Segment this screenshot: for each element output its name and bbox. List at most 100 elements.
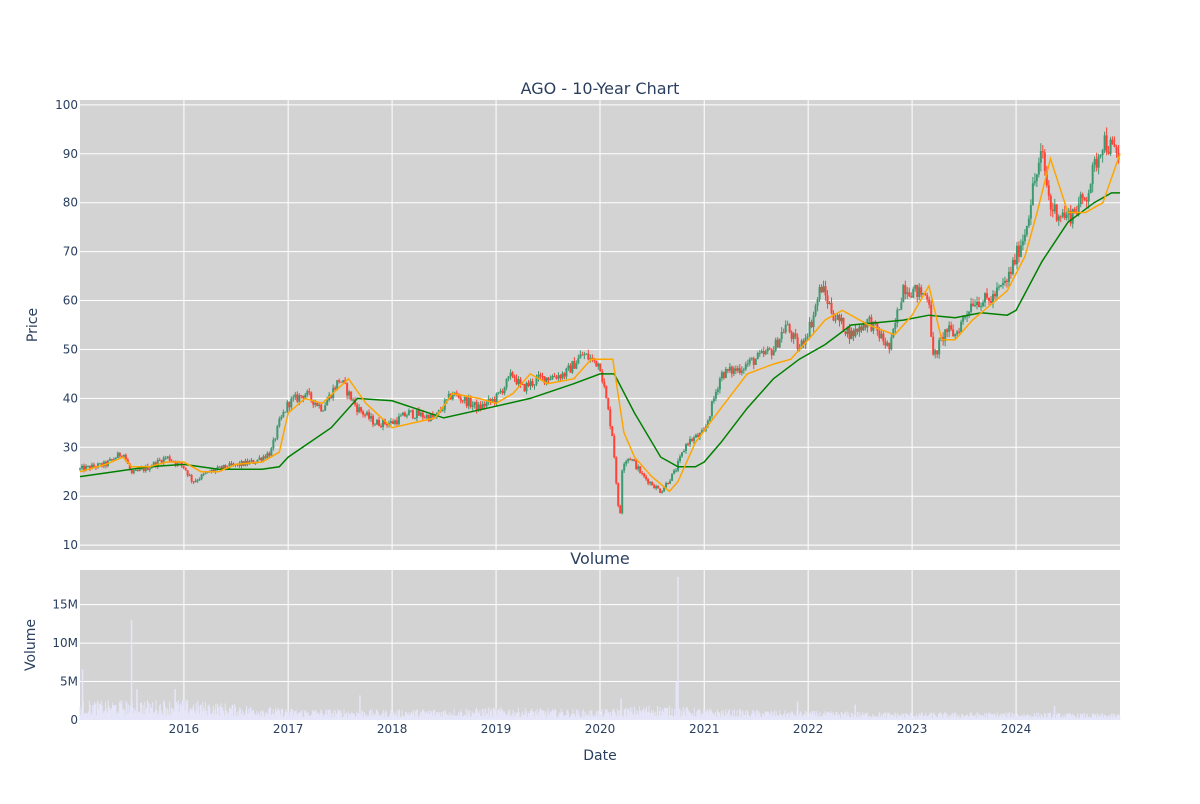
x-tick-label: 2021 bbox=[689, 722, 720, 736]
volume-y-tick-labels: 0 5M 10M 15M bbox=[52, 598, 78, 727]
price-y-tick-label: 40 bbox=[63, 391, 78, 405]
candle-body bbox=[910, 296, 913, 298]
candle-body bbox=[573, 361, 576, 369]
candle-body bbox=[810, 321, 813, 328]
candle-body bbox=[962, 317, 965, 322]
candle-body bbox=[196, 480, 199, 482]
candle-body bbox=[395, 420, 398, 425]
candle-body bbox=[499, 390, 502, 393]
candle-body bbox=[908, 292, 911, 297]
candle-body bbox=[182, 465, 185, 468]
candle-body bbox=[320, 404, 323, 412]
candle-body bbox=[1009, 271, 1012, 274]
candle-body bbox=[483, 403, 486, 407]
candle-body bbox=[501, 390, 504, 394]
candle-body bbox=[824, 286, 827, 296]
candle-body bbox=[473, 401, 476, 405]
candle-body bbox=[625, 461, 628, 464]
x-tick-label: 2024 bbox=[1001, 722, 1032, 736]
candle-body bbox=[756, 353, 759, 360]
x-tick-label: 2018 bbox=[377, 722, 408, 736]
candle-body bbox=[732, 368, 735, 374]
candle-body bbox=[543, 376, 546, 384]
candle-body bbox=[912, 288, 915, 298]
candle-body bbox=[776, 339, 779, 348]
candle-body bbox=[1023, 234, 1026, 242]
candle-body bbox=[597, 363, 600, 367]
candle-body bbox=[389, 421, 392, 424]
candle-body bbox=[326, 400, 329, 406]
candle-body bbox=[878, 330, 881, 339]
candle-body bbox=[541, 376, 544, 378]
candle-body bbox=[698, 432, 701, 437]
candle-body bbox=[378, 419, 381, 426]
candle-body bbox=[509, 372, 512, 377]
candle-body bbox=[906, 292, 909, 295]
candle-body bbox=[162, 457, 165, 464]
volume-bars bbox=[79, 576, 1121, 720]
candle-body bbox=[750, 358, 753, 360]
candle-body bbox=[451, 395, 454, 400]
candle-body bbox=[991, 294, 994, 304]
candle-body bbox=[778, 338, 781, 348]
candle-body bbox=[158, 459, 161, 461]
candle-body bbox=[649, 481, 652, 484]
candle-body bbox=[631, 459, 634, 461]
candle-body bbox=[964, 316, 967, 318]
candle-body bbox=[176, 462, 179, 465]
candle-body bbox=[549, 379, 552, 381]
candle-body bbox=[571, 361, 574, 373]
candle-body bbox=[356, 404, 359, 413]
candle-body bbox=[876, 323, 879, 331]
candle-body bbox=[296, 394, 299, 402]
candle-body bbox=[686, 443, 689, 445]
candle-body bbox=[507, 376, 510, 379]
candle-body bbox=[794, 333, 797, 338]
candle-body bbox=[706, 420, 709, 427]
candle-body bbox=[770, 349, 773, 356]
candle-body bbox=[407, 410, 410, 416]
candle-body bbox=[198, 479, 201, 481]
candle-body bbox=[938, 340, 941, 355]
candle-body bbox=[645, 476, 648, 480]
candle-body bbox=[748, 359, 751, 364]
candle-body bbox=[784, 324, 787, 333]
candle-body bbox=[1065, 214, 1068, 219]
price-gridlines bbox=[80, 100, 1120, 550]
candle-body bbox=[493, 398, 496, 403]
x-tick-label: 2023 bbox=[897, 722, 928, 736]
candle-body bbox=[988, 297, 991, 301]
candle-body bbox=[898, 309, 901, 311]
candle-body bbox=[118, 452, 121, 457]
candle-body bbox=[647, 479, 650, 484]
candle-body bbox=[862, 324, 865, 331]
candle-body bbox=[820, 286, 823, 293]
candle-body bbox=[860, 326, 863, 331]
candle-body bbox=[607, 398, 610, 410]
candle-body bbox=[79, 468, 81, 470]
candle-body bbox=[1003, 280, 1006, 283]
candle-body bbox=[260, 457, 263, 461]
candle-body bbox=[294, 394, 297, 398]
candle-body bbox=[1059, 216, 1062, 218]
candle-body bbox=[619, 505, 622, 514]
candle-body bbox=[114, 457, 117, 460]
candle-body bbox=[609, 409, 612, 427]
candle-body bbox=[976, 301, 979, 306]
candle-body bbox=[431, 414, 434, 417]
candle-body bbox=[1111, 139, 1114, 145]
price-y-tick-label: 70 bbox=[63, 245, 78, 259]
candle-body bbox=[884, 341, 887, 346]
candle-body bbox=[415, 410, 418, 419]
candle-body bbox=[130, 469, 133, 474]
candle-body bbox=[577, 358, 580, 364]
candle-body bbox=[924, 292, 927, 296]
candle-body bbox=[224, 464, 227, 469]
candle-body bbox=[553, 376, 556, 378]
candle-body bbox=[922, 292, 925, 295]
candle-body bbox=[469, 397, 472, 407]
candle-body bbox=[1115, 147, 1118, 153]
candle-body bbox=[204, 473, 207, 475]
candle-body bbox=[900, 302, 903, 310]
candle-body bbox=[1057, 216, 1060, 221]
